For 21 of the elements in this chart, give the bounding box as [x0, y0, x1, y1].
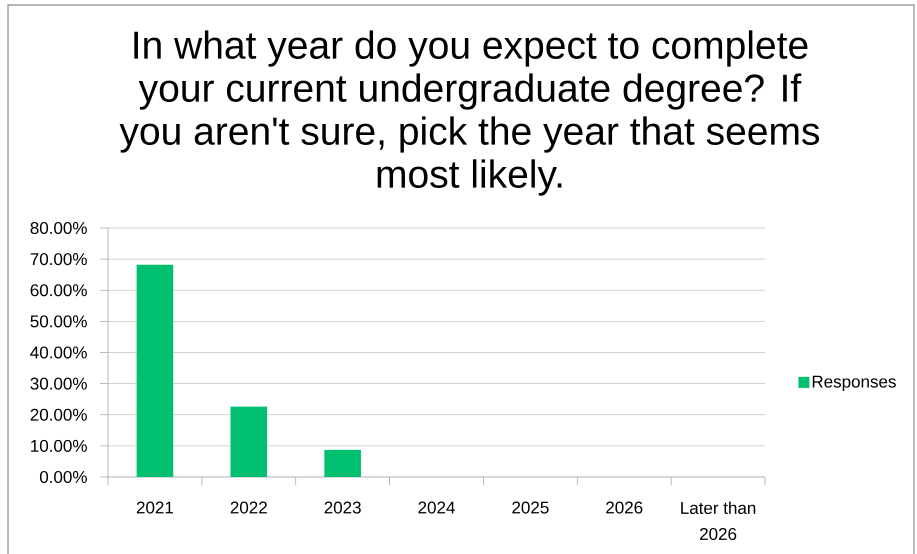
x-tick-label: 2022 [230, 502, 267, 514]
y-tick-label: 40.00% [30, 346, 87, 359]
y-tick-label: 70.00% [30, 253, 87, 266]
x-tick-label: 2026 [606, 502, 642, 514]
y-tick-label: 20.00% [30, 408, 87, 421]
y-tick-label: 50.00% [30, 315, 87, 328]
y-tick-label: 80.00% [30, 222, 87, 234]
y-tick-label: 10.00% [31, 440, 87, 452]
x-tick-label: 2023 [324, 502, 361, 514]
x-tick-label: 2025 [512, 502, 549, 514]
y-tick-label: 0.00% [40, 470, 87, 484]
y-tick-label: 60.00% [30, 284, 87, 296]
x-tick-label: 2024 [418, 502, 455, 514]
bar [324, 450, 361, 477]
chart-title: In what year do you expect to complete your current undergraduate degree? If you aren't sure, pick the year that seems most likely. [120, 30, 820, 196]
y-tick-label: 30.00% [30, 378, 87, 390]
x-tick-label: Later than 2026 [681, 502, 756, 540]
legend-label: Responses [812, 376, 896, 392]
bar [230, 406, 268, 477]
x-tick-label: 2021 [136, 502, 174, 514]
bar [136, 264, 174, 477]
